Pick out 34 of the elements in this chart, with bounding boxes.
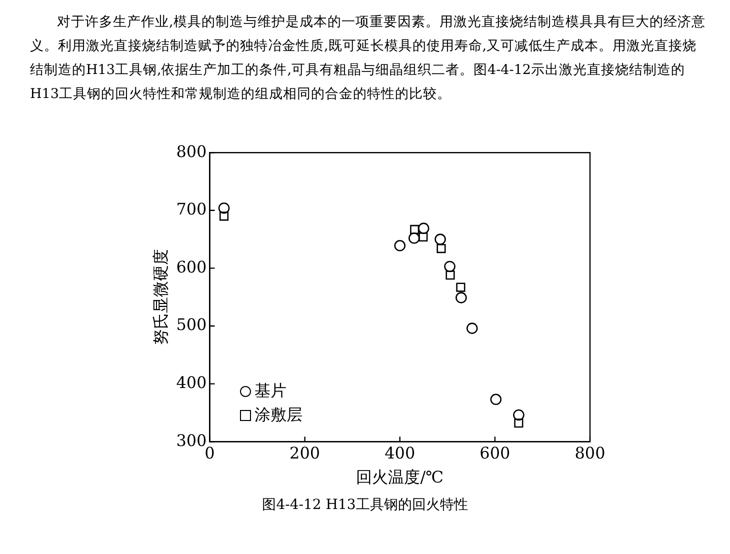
point (408, 232, 420, 244)
legend-label: 基片 (254, 381, 287, 402)
x-tick-label: 400 (384, 443, 416, 462)
x-tick-label: 800 (574, 443, 606, 462)
point (446, 270, 455, 280)
point (436, 244, 446, 254)
y-tick-label: 500 (176, 315, 207, 334)
point (513, 409, 524, 421)
point (410, 224, 420, 234)
x-tick-label: 200 (290, 443, 320, 462)
y-tick-label: 700 (176, 200, 207, 219)
y-tick-label: 300 (176, 430, 207, 450)
point (394, 240, 406, 252)
point (466, 322, 478, 334)
text: 图4-4-12 H13工具钢的回火特性 (261, 496, 469, 514)
point (456, 282, 466, 292)
x-tick-label: 600 (480, 443, 510, 462)
x-tick-label: 0 (204, 443, 215, 462)
point (490, 394, 502, 406)
point (456, 292, 467, 304)
point (514, 418, 524, 428)
point (444, 260, 456, 272)
point (434, 234, 446, 245)
y-tick-label: 600 (176, 257, 207, 276)
point (219, 212, 229, 221)
point (418, 222, 430, 234)
text: 对于许多生产作业,模具的制造与维护是成本的一项重要因素。用激光直接烧结制造模具具有巨大的经济意义。利用激光直接烧结制造赋予的独特冶金性质,既可延长模具的使用寿命,又可减低生产成本。用激光直接烧结制造的H13工具钢,依据生产加工的条件,可具有粗晶与细晶组织二者。图4-4-12示出激光直接烧结制造的H13工具钢的回火特性和常规制造的组成相同的合金的特性的比较。 (30, 13, 706, 104)
x-axis-title: 回火温度/℃ (356, 468, 444, 487)
y-tick-label: 800 (176, 142, 207, 161)
y-tick-label: 400 (176, 372, 207, 392)
y-axis-title: 努氏显微硬度 (150, 249, 170, 346)
legend-label: 涂敷层 (254, 405, 303, 426)
point (218, 202, 230, 214)
point (418, 232, 428, 242)
